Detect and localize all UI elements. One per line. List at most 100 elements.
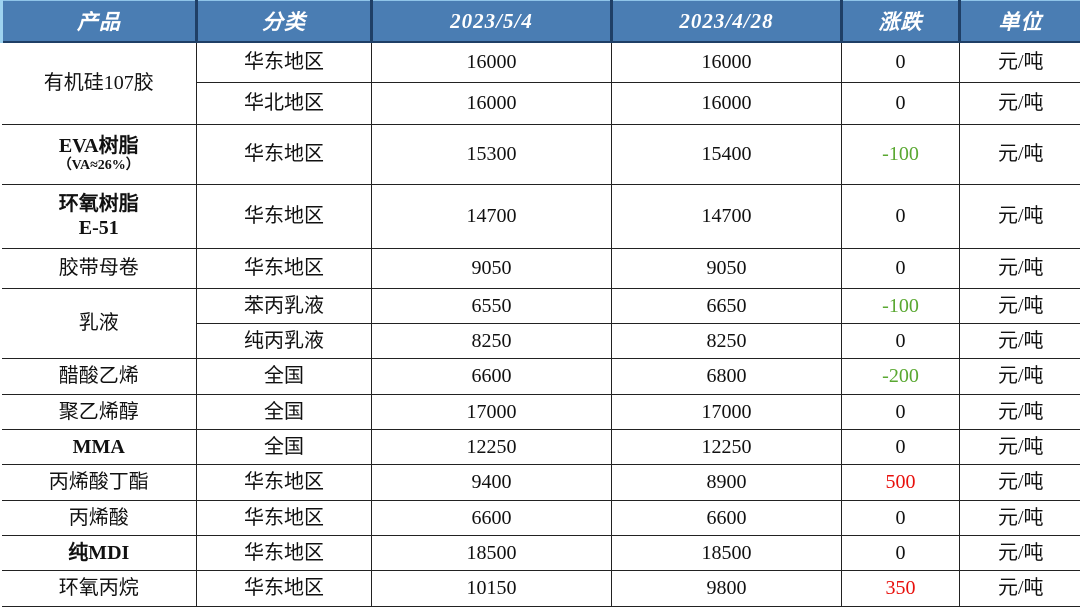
table-row: 胶带母卷 华东地区 9050 9050 0 元/吨: [1, 247, 1080, 289]
unit-cell: 元/吨: [959, 123, 1080, 185]
region-cell: 华东地区: [196, 463, 372, 501]
table-row: 丙烯酸 华东地区 6600 6600 0 元/吨: [1, 499, 1080, 536]
table-row: 丙烯酸丁酯 华东地区 9400 8900 500 元/吨: [1, 463, 1080, 501]
price-current: 14700: [371, 183, 612, 249]
product-cell: 有机硅107胶: [1, 41, 197, 125]
product-cell: 乳液: [1, 287, 197, 359]
unit-cell: 元/吨: [959, 183, 1080, 249]
price-current: 8250: [371, 322, 612, 359]
price-current: 18500: [371, 534, 612, 571]
product-cell: 聚乙烯醇: [1, 393, 197, 430]
product-cell: 胶带母卷: [1, 247, 197, 289]
product-name: 乳液: [78, 312, 119, 334]
change-cell: 0: [841, 183, 960, 249]
region-cell: 苯丙乳液: [196, 287, 372, 324]
price-current: 16000: [371, 81, 612, 125]
region-cell: 全国: [196, 428, 372, 465]
region-cell: 华东地区: [196, 41, 372, 83]
change-cell: 0: [841, 322, 960, 359]
price-previous: 18500: [611, 534, 842, 571]
unit-cell: 元/吨: [959, 247, 1080, 289]
product-cell: 丙烯酸: [1, 499, 197, 536]
product-cell: 丙烯酸丁酯: [1, 463, 197, 501]
product-name: 有机硅107胶: [43, 72, 154, 95]
product-name: 聚乙烯醇: [58, 400, 139, 423]
unit-cell: 元/吨: [959, 534, 1080, 571]
unit-cell: 元/吨: [959, 393, 1080, 430]
change-cell: -100: [841, 123, 960, 185]
product-name: 丙烯酸丁酯: [48, 471, 149, 493]
product-name: 环氧丙烷: [58, 577, 139, 599]
product-name: 纯MDI: [68, 541, 130, 564]
region-cell: 全国: [196, 393, 372, 430]
unit-cell: 元/吨: [959, 499, 1080, 536]
change-cell: 0: [841, 534, 960, 571]
header-change: 涨跌: [840, 0, 961, 43]
header-row: 产品 分类 2023/5/4 2023/4/28 涨跌 单位: [0, 0, 1080, 43]
header-date-2: 2023/4/28: [610, 0, 843, 43]
price-previous: 6650: [611, 287, 842, 324]
price-previous: 17000: [611, 393, 842, 430]
product-cell: 环氧树脂 E-51: [1, 183, 197, 249]
price-current: 12250: [371, 428, 612, 465]
change-cell: -100: [841, 287, 960, 324]
change-cell: 0: [841, 81, 960, 125]
product-cell: 纯MDI: [1, 534, 197, 571]
price-current: 16000: [371, 41, 612, 83]
product-cell: 环氧丙烷: [1, 569, 197, 607]
product-name: EVA树脂: [58, 134, 139, 157]
price-current: 10150: [371, 569, 612, 607]
price-previous: 9050: [611, 247, 842, 289]
price-previous: 16000: [611, 81, 842, 125]
price-current: 9400: [371, 463, 612, 501]
table-row: 有机硅107胶 华东地区 16000 16000 0 元/吨: [1, 41, 1080, 125]
price-current: 17000: [371, 393, 612, 430]
region-cell: 华东地区: [196, 123, 372, 185]
table-row: MMA 全国 12250 12250 0 元/吨: [1, 428, 1080, 465]
price-current: 9050: [371, 247, 612, 289]
price-previous: 8250: [611, 322, 842, 359]
price-previous: 9800: [611, 569, 842, 607]
product-name: 环氧树脂: [58, 193, 139, 215]
table-row: 醋酸乙烯 全国 6600 6800 -200 元/吨: [1, 357, 1080, 395]
header-category: 分类: [195, 0, 373, 43]
price-previous: 8900: [611, 463, 842, 501]
unit-cell: 元/吨: [959, 287, 1080, 324]
change-cell: 0: [841, 428, 960, 465]
product-sub: E-51: [78, 217, 119, 239]
change-cell: 0: [841, 393, 960, 430]
price-previous: 15400: [611, 123, 842, 185]
region-cell: 华北地区: [196, 81, 372, 125]
region-cell: 华东地区: [196, 183, 372, 249]
region-cell: 华东地区: [196, 534, 372, 571]
price-current: 6550: [371, 287, 612, 324]
change-cell: 0: [841, 41, 960, 83]
price-previous: 16000: [611, 41, 842, 83]
product-sub: （VA≈26%）: [57, 157, 140, 173]
table-row: 乳液 苯丙乳液 6550 6650 -100 元/吨: [1, 287, 1080, 359]
change-cell: 0: [841, 499, 960, 536]
table-row: EVA树脂 （VA≈26%） 华东地区 15300 15400 -100 元/吨: [1, 123, 1080, 185]
unit-cell: 元/吨: [959, 357, 1080, 395]
unit-cell: 元/吨: [959, 463, 1080, 501]
product-cell: EVA树脂 （VA≈26%）: [1, 123, 197, 185]
region-cell: 全国: [196, 357, 372, 395]
product-name: 醋酸乙烯: [58, 365, 139, 387]
table-row: 华北地区 16000 16000 0 元/吨: [2, 81, 1080, 125]
price-previous: 12250: [611, 428, 842, 465]
product-name: 丙烯酸: [68, 506, 129, 529]
header-unit: 单位: [958, 0, 1080, 43]
unit-cell: 元/吨: [959, 41, 1080, 83]
unit-cell: 元/吨: [959, 428, 1080, 465]
change-cell: 0: [841, 247, 960, 289]
table-row: 环氧树脂 E-51 华东地区 14700 14700 0 元/吨: [1, 183, 1080, 249]
table-row: 纯丙乳液 8250 8250 0 元/吨: [2, 322, 1080, 359]
product-cell: 醋酸乙烯: [1, 357, 197, 395]
product-name: 胶带母卷: [58, 257, 139, 279]
header-product: 产品: [0, 0, 198, 43]
unit-cell: 元/吨: [959, 81, 1080, 125]
region-cell: 华东地区: [196, 569, 372, 607]
price-previous: 14700: [611, 183, 842, 249]
price-previous: 6800: [611, 357, 842, 395]
unit-cell: 元/吨: [959, 322, 1080, 359]
